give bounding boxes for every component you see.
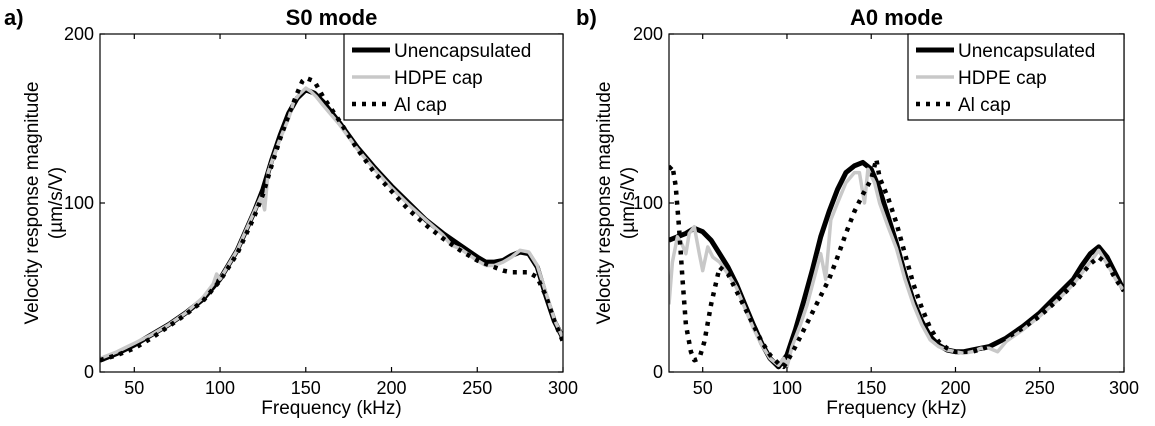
x-axis-label: Frequency (kHz): [826, 398, 966, 419]
y-tick-label: 0: [84, 362, 94, 382]
y-tick-label: 0: [653, 362, 663, 382]
y-axis-label: Velocity response magnitude: [22, 82, 43, 325]
x-tick-label: 100: [772, 378, 802, 398]
series-line-1-2: [100, 86, 563, 361]
x-tick-label: 50: [124, 378, 144, 398]
panel-label: a): [4, 5, 24, 30]
x-tick-label: 250: [462, 378, 492, 398]
x-tick-label: 300: [1109, 378, 1139, 398]
legend-entry: HDPE cap: [394, 68, 483, 89]
legend-entry: Unencapsulated: [958, 41, 1095, 62]
legend-entry: Al cap: [394, 95, 447, 116]
legend-entry: Unencapsulated: [394, 41, 531, 62]
x-tick-label: 250: [1025, 378, 1055, 398]
y-tick-label: 200: [64, 24, 94, 44]
y-axis-label-unit: (µm/s/V): [46, 167, 67, 239]
panel-label: b): [576, 5, 597, 30]
y-axis-label-unit: (µm/s/V): [618, 167, 639, 239]
y-tick-label: 100: [633, 193, 663, 213]
legend-entry: HDPE cap: [958, 68, 1047, 89]
series-line-2-2: [669, 167, 1124, 369]
chart-title: A0 mode: [850, 5, 943, 30]
y-tick-label: 100: [64, 193, 94, 213]
x-tick-label: 150: [291, 378, 321, 398]
x-tick-label: 200: [940, 378, 970, 398]
legend-entry: Al cap: [958, 95, 1011, 116]
x-tick-label: 100: [205, 378, 235, 398]
y-tick-label: 200: [633, 24, 663, 44]
x-tick-label: 150: [856, 378, 886, 398]
series-line-1-1: [100, 87, 563, 363]
x-tick-label: 50: [693, 378, 713, 398]
x-tick-label: 300: [548, 378, 578, 398]
series-line-2-3: [669, 156, 1124, 370]
x-tick-label: 200: [376, 378, 406, 398]
chart-title: S0 mode: [286, 5, 378, 30]
x-axis-label: Frequency (kHz): [261, 398, 401, 419]
y-axis-label: Velocity response magnitude: [594, 82, 615, 325]
series-line-2-1: [669, 159, 1124, 370]
